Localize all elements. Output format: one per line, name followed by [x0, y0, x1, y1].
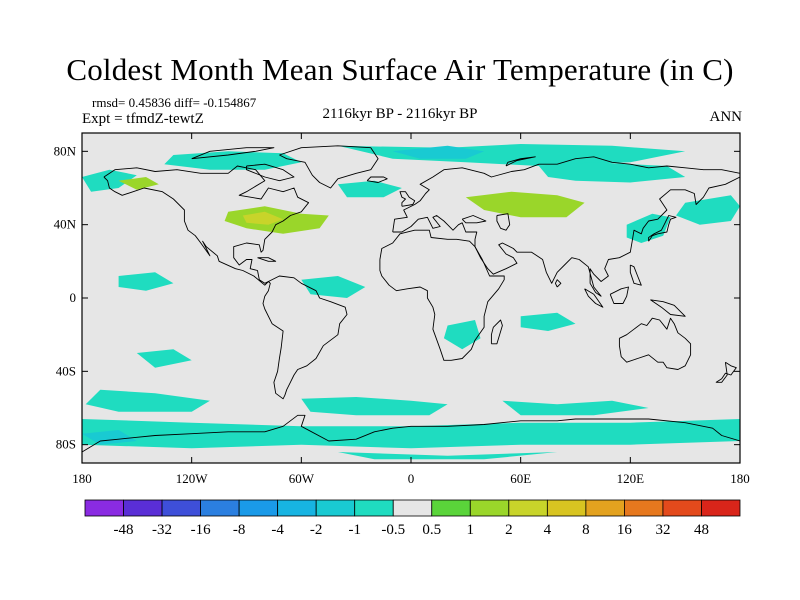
colorbar-swatch-2: [161, 499, 201, 517]
coastline-japan: [648, 215, 677, 242]
colorbar-swatch-11: [508, 499, 548, 517]
lat-tick-label-3: 40S: [56, 363, 76, 378]
coastline-sri-lanka: [554, 279, 562, 288]
anomaly-region-17: [502, 400, 649, 416]
stats-text: rmsd= 0.45836 diff= -0.154867: [92, 95, 257, 110]
colorbar-swatch-16: [701, 499, 741, 517]
anomaly-region-10: [465, 191, 585, 218]
coastline-africa: [379, 229, 505, 361]
anomaly-region-13: [118, 272, 174, 291]
lat-tick-label-0: 80N: [54, 143, 77, 158]
coastline-eurasia: [392, 156, 740, 297]
coastline-layer: [82, 145, 740, 453]
coastline-australia: [618, 317, 692, 370]
lon-tick-label-2: 60W: [289, 471, 315, 486]
colorbar-label-7: -0.5: [381, 522, 405, 538]
season-text: ANN: [709, 109, 743, 125]
colorbar-swatch-1: [123, 499, 163, 517]
anomaly-region-3: [392, 145, 485, 159]
colorbar-label-6: -1: [348, 522, 361, 538]
colorbar-label-10: 2: [505, 522, 513, 538]
lat-tick-label-1: 40N: [54, 217, 77, 232]
coastline-black-sea: [461, 215, 487, 224]
coastline-uk: [399, 191, 416, 207]
anomaly-region-16: [301, 397, 448, 416]
lat-tick-label-2: 0: [70, 290, 77, 305]
lon-tick-label-6: 180: [730, 471, 750, 486]
colorbar-swatch-4: [238, 499, 279, 517]
anomaly-region-6: [337, 180, 402, 198]
colorbar-label-9: 1: [467, 522, 475, 538]
colorbar-swatch-3: [200, 499, 240, 517]
anomaly-region-18: [82, 419, 740, 449]
colorbar-swatch-14: [624, 499, 664, 517]
colorbar: -48 -32 -16 -8 -4 -2 -1 -0.5 0.5 1 2 4 8 16 32 48: [84, 499, 741, 538]
colorbar-label-12: 8: [582, 522, 590, 538]
anomaly-region-7: [626, 213, 671, 243]
lon-tick-label-3: 0: [408, 471, 415, 486]
colorbar-swatch-0: [84, 499, 124, 517]
anomaly-region-21: [520, 312, 576, 331]
anomaly-region-4: [676, 195, 740, 225]
coastline-borneo-sumatra: [584, 288, 604, 308]
coastline-madagascar: [490, 319, 503, 345]
coastline-new-guinea: [650, 299, 686, 317]
coastline-arctic-islands: [191, 147, 275, 160]
map-axes: 180 120W 60W 0 60E 120E 180 80N 40N 0 40S 80S: [54, 133, 750, 486]
anomaly-region-20: [337, 452, 558, 460]
chart-title: Coldest Month Mean Surface Air Temperatu…: [66, 52, 734, 87]
coastline-borneo: [609, 286, 629, 304]
coastline-iceland: [366, 176, 388, 183]
colorbar-swatch-9: [431, 499, 471, 517]
colorbar-label-4: -4: [271, 522, 284, 538]
lon-tick-label-4: 60E: [510, 471, 531, 486]
colorbar-swatch-7: [354, 499, 394, 517]
anomaly-region-19: [82, 430, 137, 445]
coastline-new-zealand: [715, 361, 737, 383]
colorbar-label-1: -32: [152, 522, 172, 538]
colorbar-label-13: 16: [617, 522, 633, 538]
coastline-greenland: [279, 145, 379, 189]
colorbar-swatch-6: [315, 499, 356, 517]
coastline-antarctica: [82, 414, 740, 453]
experiment-text: Expt = tfmdZ-tewtZ: [82, 111, 204, 127]
colorbar-label-2: -16: [191, 522, 211, 538]
colorbar-label-8: 0.5: [422, 522, 441, 538]
anomaly-region-11: [118, 177, 159, 190]
anomaly-region-14: [443, 320, 481, 350]
colorbar-label-11: 4: [544, 522, 552, 538]
anomaly-region-5: [82, 169, 137, 192]
coastline-cuba: [257, 257, 277, 262]
colorbar-swatch-8: [392, 499, 433, 517]
period-text: 2116kyr BP - 2116kyr BP: [322, 106, 478, 122]
colorbar-swatch-5: [277, 499, 317, 517]
lat-tick-label-4: 80S: [56, 437, 76, 452]
coastline-north-america: [103, 165, 310, 286]
colorbar-swatch-12: [546, 499, 587, 517]
coastline-south-america: [262, 275, 348, 400]
anomaly-layer: [82, 144, 740, 460]
colorbar-label-0: -48: [114, 522, 134, 538]
coastline-svalbard-nz: [505, 156, 536, 167]
anomaly-region-15: [85, 389, 210, 412]
coastline-philippines: [629, 264, 642, 286]
colorbar-swatch-15: [662, 499, 702, 517]
coastline-caspian: [496, 213, 511, 231]
colorbar-label-5: -2: [310, 522, 323, 538]
lon-tick-label-0: 180: [72, 471, 92, 486]
anomaly-region-9: [242, 211, 284, 225]
colorbar-swatch-10: [469, 499, 510, 517]
coastline-baffin: [246, 163, 295, 182]
colorbar-label-14: 32: [655, 522, 670, 538]
lon-tick-label-5: 120E: [617, 471, 645, 486]
colorbar-label-3: -8: [233, 522, 246, 538]
colorbar-label-15: 48: [694, 522, 709, 538]
lon-tick-label-1: 120W: [176, 471, 209, 486]
anomaly-region-22: [136, 349, 192, 368]
colorbar-swatch-13: [585, 499, 625, 517]
